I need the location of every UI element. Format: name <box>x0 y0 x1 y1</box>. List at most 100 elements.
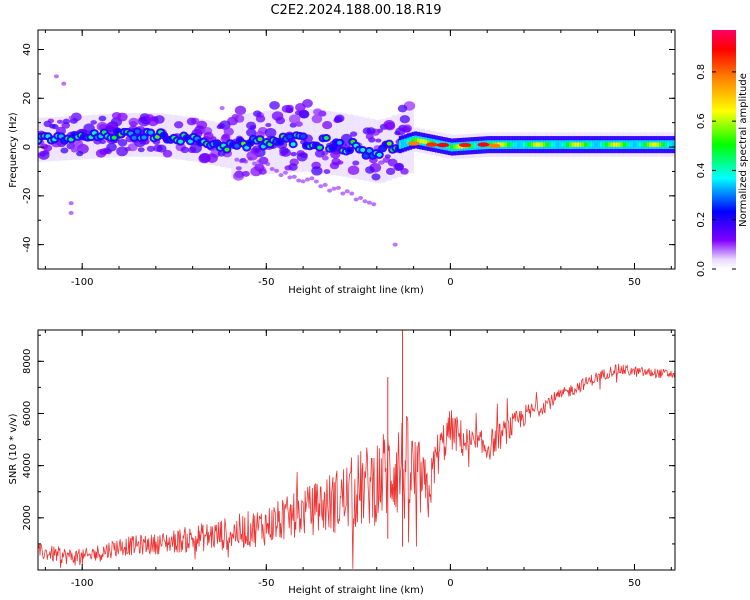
spectral-blob <box>313 108 323 116</box>
spectral-blob <box>71 147 78 153</box>
snr-x-tick-label: 50 <box>628 578 641 589</box>
spectral-halo <box>509 142 513 147</box>
spectral-halo <box>597 142 601 147</box>
spectrogram-x-tick-label: -50 <box>258 277 274 288</box>
spectral-peak <box>224 147 230 152</box>
spectral-halo <box>532 142 536 147</box>
spectral-halo <box>620 142 624 147</box>
spectral-blob <box>90 120 98 125</box>
spectrogram-heatmap <box>38 74 675 247</box>
spectral-halo <box>659 142 663 147</box>
spectral-peak <box>386 141 392 146</box>
spectral-blob <box>186 117 197 126</box>
spectral-blob <box>349 131 358 137</box>
spectral-blob <box>234 105 247 115</box>
spectral-blob <box>145 114 155 121</box>
spectral-halo <box>651 142 655 147</box>
spectral-halo <box>409 139 413 144</box>
spectral-halo <box>522 142 526 147</box>
spectral-blob <box>300 152 308 158</box>
spectral-halo <box>406 139 410 145</box>
spectral-blob <box>318 184 324 189</box>
spectral-outlier <box>68 201 74 206</box>
spectral-halo <box>556 142 560 147</box>
spectral-halo <box>623 142 627 147</box>
spectral-blob <box>180 146 190 154</box>
spectral-halo <box>584 142 588 147</box>
spectral-blob <box>38 150 50 160</box>
spectral-blob <box>219 120 231 130</box>
spectral-outlier <box>53 74 59 79</box>
spectral-peak <box>337 140 343 145</box>
spectral-blob <box>269 100 280 110</box>
spectral-blob <box>288 114 301 124</box>
spectral-peak <box>234 143 240 148</box>
spectral-blob <box>252 161 258 166</box>
spectral-peak <box>376 152 382 157</box>
spectral-blob <box>358 195 364 200</box>
spectral-blob <box>365 166 375 174</box>
spectral-blob <box>241 170 250 177</box>
spectral-blob <box>60 147 69 154</box>
colorbar-ticks: 0.0 0.2 0.4 0.6 0.8 <box>696 64 736 277</box>
chart-title: C2E2.2024.188.00.18.R19 <box>270 3 441 18</box>
spectral-blob <box>247 156 253 161</box>
spectral-halo <box>638 142 642 147</box>
spectral-peak <box>363 153 369 158</box>
spectral-blob <box>344 189 350 194</box>
spectral-halo <box>633 142 637 147</box>
spectral-blob <box>98 115 107 122</box>
spectral-blob <box>234 157 240 162</box>
spectral-peak <box>214 141 220 146</box>
spectral-halo <box>473 143 477 148</box>
spectral-halo <box>550 142 554 147</box>
spectral-peak <box>290 142 296 147</box>
spectral-halo <box>347 114 354 178</box>
spectral-halo <box>538 142 541 147</box>
spectral-halo <box>661 142 665 147</box>
spectral-blob <box>296 178 302 183</box>
spectral-peak <box>287 134 293 139</box>
spectral-halo <box>507 142 511 147</box>
spectrogram-x-tick-label: 50 <box>628 277 641 288</box>
spectral-blob <box>173 121 184 129</box>
spectral-blob <box>385 167 396 176</box>
spectral-blob <box>246 128 257 137</box>
spectral-blob <box>128 117 139 127</box>
spectral-outlier <box>68 210 74 215</box>
snr-y-tick-label: 4000 <box>22 453 33 478</box>
spectral-halo <box>635 142 639 147</box>
spectral-blob <box>138 117 145 122</box>
spectral-halo <box>625 142 629 147</box>
spectral-blob <box>314 149 325 158</box>
spectral-halo <box>605 142 608 147</box>
spectral-halo <box>416 138 420 143</box>
snr-x-tick-label: -100 <box>71 578 94 589</box>
spectral-halo <box>558 142 562 147</box>
spectral-halo <box>471 143 474 148</box>
spectral-blob <box>335 185 341 190</box>
spectral-halo <box>519 142 523 147</box>
spectral-halo <box>648 142 652 147</box>
spectral-hotspot <box>488 143 501 149</box>
spectral-halo <box>581 142 585 147</box>
spectral-outlier <box>68 115 74 120</box>
colorbar-tick-label: 0.2 <box>696 212 707 228</box>
spectral-blob <box>400 168 409 175</box>
spectral-halo <box>612 142 616 147</box>
spectral-blob <box>375 138 382 143</box>
spectral-halo <box>525 142 529 147</box>
spectral-blob <box>264 127 277 138</box>
spectral-blob <box>265 122 272 128</box>
spectral-peak <box>257 137 263 142</box>
colorbar-tick-label: 0.6 <box>696 113 707 129</box>
spectral-halo <box>589 142 593 147</box>
spectral-peak <box>111 135 117 140</box>
spectral-blob <box>353 197 359 202</box>
spectral-halo <box>594 142 598 147</box>
spectral-blob <box>371 202 377 207</box>
spectral-halo <box>543 142 547 147</box>
spectral-blob <box>289 122 297 128</box>
spectral-halo <box>654 142 657 147</box>
spectral-halo <box>535 142 539 147</box>
